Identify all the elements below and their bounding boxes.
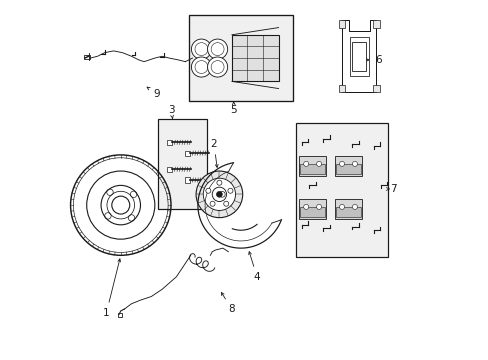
Bar <box>334 156 361 176</box>
Text: 7: 7 <box>386 184 396 194</box>
Bar <box>300 163 325 175</box>
Circle shape <box>352 204 357 210</box>
Circle shape <box>316 204 321 210</box>
Bar <box>118 313 122 317</box>
Circle shape <box>227 188 232 193</box>
Bar <box>188 15 292 101</box>
Bar <box>338 21 345 28</box>
Text: 6: 6 <box>358 55 381 65</box>
Circle shape <box>207 39 227 59</box>
Bar <box>167 140 172 145</box>
Bar <box>299 199 325 219</box>
Bar <box>349 37 368 76</box>
Circle shape <box>207 57 227 77</box>
Bar <box>372 21 379 28</box>
Bar <box>167 167 172 172</box>
Text: 9: 9 <box>147 87 160 99</box>
Circle shape <box>303 161 308 166</box>
Circle shape <box>191 57 211 77</box>
Text: 8: 8 <box>221 293 235 314</box>
Circle shape <box>216 192 222 197</box>
Bar <box>231 35 278 81</box>
Circle shape <box>223 201 228 206</box>
Bar <box>300 207 325 217</box>
Bar <box>185 177 190 183</box>
Circle shape <box>210 201 215 206</box>
Bar <box>334 199 361 219</box>
Circle shape <box>203 178 235 211</box>
Circle shape <box>339 161 344 166</box>
Circle shape <box>191 39 211 59</box>
Circle shape <box>217 180 222 185</box>
Bar <box>335 163 360 175</box>
Text: 2: 2 <box>210 139 218 167</box>
Circle shape <box>196 171 242 218</box>
Circle shape <box>352 161 357 166</box>
Text: 4: 4 <box>248 252 260 282</box>
Text: 3: 3 <box>167 105 174 118</box>
Bar <box>296 123 387 257</box>
Text: 1: 1 <box>103 259 121 318</box>
Bar <box>352 42 366 71</box>
Circle shape <box>205 188 210 193</box>
Text: 5: 5 <box>230 102 237 115</box>
Bar <box>158 119 206 209</box>
Bar <box>335 207 360 217</box>
Circle shape <box>339 204 344 210</box>
Bar <box>299 156 325 176</box>
Bar <box>372 85 379 92</box>
Bar <box>185 150 190 156</box>
Circle shape <box>316 161 321 166</box>
Circle shape <box>303 204 308 210</box>
Bar <box>84 55 90 59</box>
Bar <box>338 85 345 92</box>
